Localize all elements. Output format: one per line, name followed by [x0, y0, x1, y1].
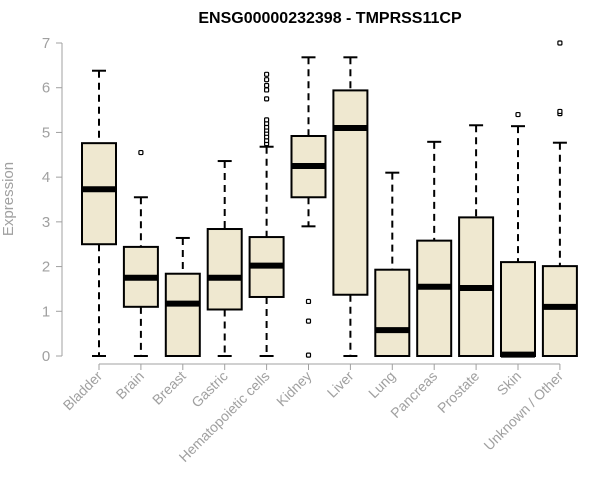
x-tick-label: Bladder [60, 368, 106, 414]
x-tick-label: Prostate [434, 368, 482, 416]
y-axis: 0 1 2 3 4 5 6 7 [42, 35, 63, 365]
box-iqr [164, 272, 201, 357]
x-tick-label: Liver [324, 368, 357, 401]
box-group [332, 56, 369, 357]
box-iqr [332, 89, 369, 296]
box-iqr [374, 268, 411, 357]
outlier-point [138, 149, 144, 156]
y-tick-label: 0 [42, 348, 50, 365]
box-iqr [81, 142, 117, 246]
outlier-point [264, 77, 270, 83]
y-axis-label: Expression [0, 162, 17, 236]
outlier-point [264, 87, 270, 93]
box-group [458, 124, 495, 357]
x-tick-label: Pancreas [387, 368, 440, 421]
box-iqr [500, 261, 536, 358]
box-group [416, 140, 453, 357]
outlier-point [264, 71, 270, 77]
x-tick-label: Unknown / Other [480, 368, 566, 454]
chart-title: ENSG00000232398 - TMPRSS11CP [198, 10, 462, 27]
box-group [248, 71, 285, 357]
outlier-point [264, 117, 270, 123]
outlier-point [264, 96, 270, 102]
x-tick-label: Lung [365, 368, 398, 401]
x-tick-label: Breast [149, 368, 189, 408]
outlier-point [515, 111, 521, 118]
box-group [541, 40, 578, 358]
box-group [206, 160, 243, 357]
outlier-point [305, 298, 312, 305]
y-tick-label: 7 [42, 35, 50, 52]
plot-area [81, 40, 578, 358]
box-group [81, 69, 117, 357]
outlier-point [305, 318, 312, 324]
box-iqr [416, 239, 453, 357]
box-iqr [541, 265, 578, 358]
box-group [500, 111, 536, 358]
x-tick-label: Skin [494, 368, 525, 399]
x-tick-label: Kidney [273, 368, 315, 410]
outlier-point [305, 352, 312, 358]
y-tick-label: 3 [42, 214, 50, 231]
y-tick-label: 2 [42, 259, 50, 276]
y-tick-label: 5 [42, 124, 50, 141]
y-tick-label: 4 [42, 169, 50, 186]
box-group [290, 56, 327, 358]
y-tick-label: 6 [42, 80, 50, 97]
box-group [164, 236, 201, 357]
x-tick-label: Brain [113, 368, 147, 402]
box-group [122, 149, 159, 357]
y-tick-label: 1 [42, 303, 50, 320]
outlier-point [557, 40, 563, 46]
outlier-point [264, 82, 270, 89]
box-group [374, 171, 411, 357]
box-iqr [206, 228, 243, 311]
outlier-point [557, 108, 563, 115]
